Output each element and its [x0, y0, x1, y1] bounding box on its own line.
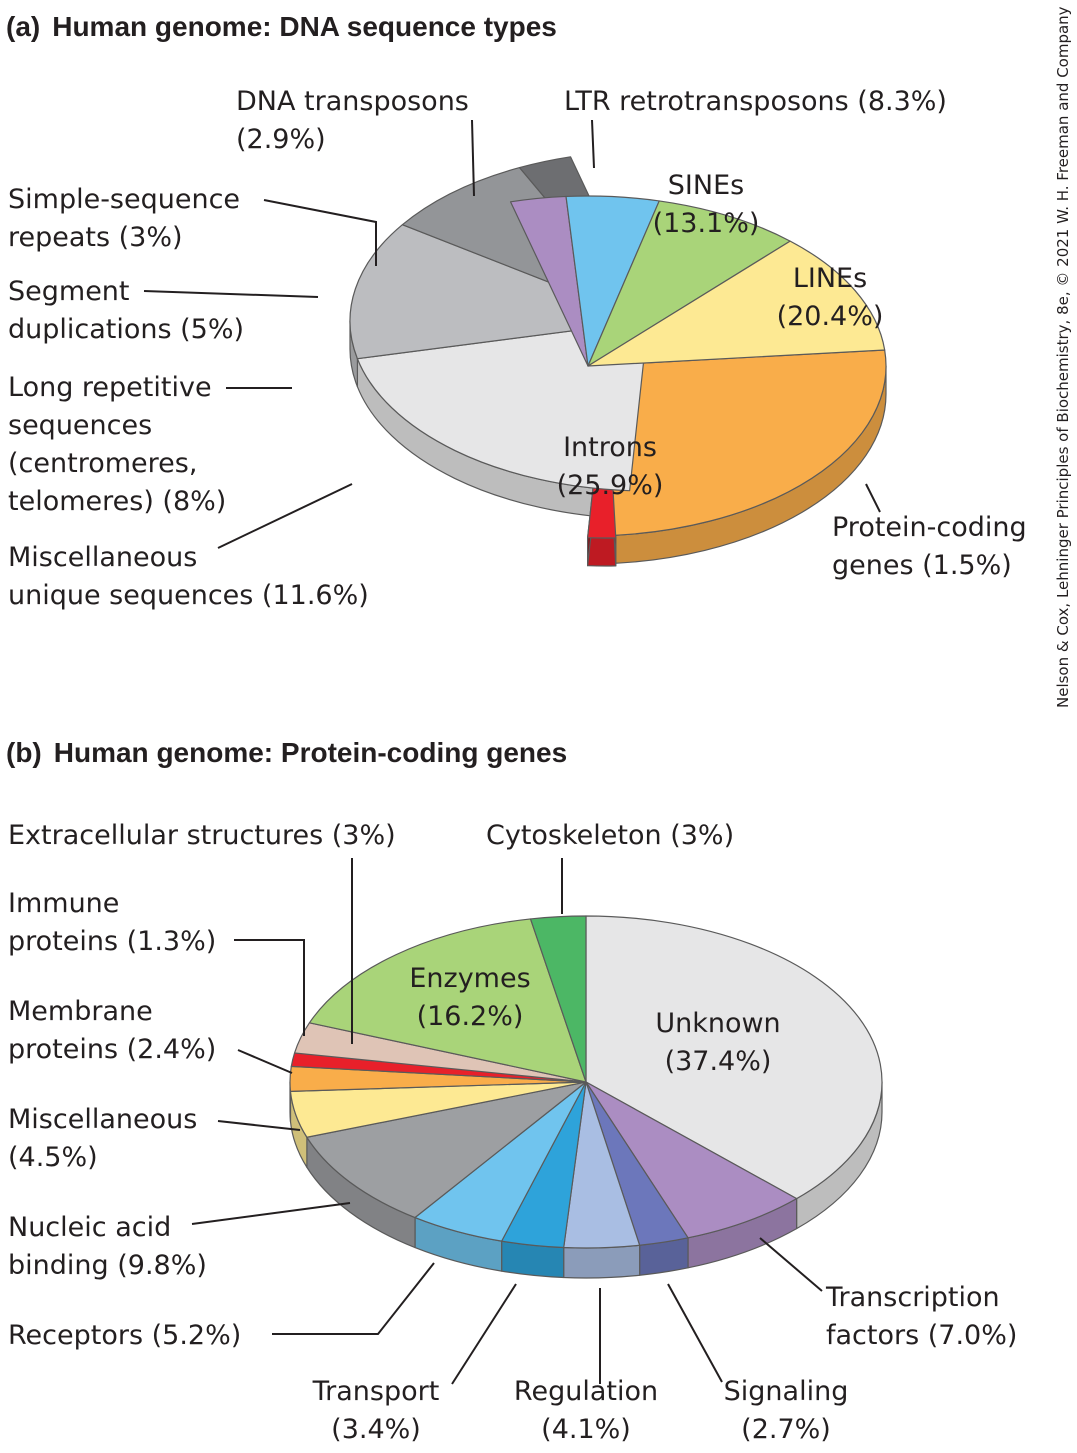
label-introns: Introns (25.9%) [557, 432, 664, 501]
slice-unknown [585, 915, 883, 1200]
label-extracellular-structures: Extracellular structures (3%) [8, 820, 396, 851]
leader-signaling [667, 1283, 723, 1383]
leader-receptors [272, 1262, 435, 1335]
leader-ltr-retrotransposons [591, 119, 595, 169]
leader-simple-sequence-repeats [263, 199, 377, 266]
leader-miscellaneous [217, 1120, 301, 1131]
leader-dna-transposons [471, 119, 475, 197]
slice-miscellaneous-unique-sequences [587, 240, 886, 367]
pie-slices [289, 915, 883, 1249]
leader-segment-duplications [143, 290, 319, 298]
slice-enzymes [308, 918, 587, 1083]
label-transcription-factors: Transcription factors (7.0%) [825, 1282, 1017, 1351]
label-nucleic-acid-binding: Nucleic acid binding (9.8%) [8, 1212, 207, 1281]
rim-protein-coding-genes [587, 537, 617, 567]
leader-transcription-factors [759, 1237, 823, 1292]
label-protein-coding-genes: Protein-coding genes (1.5%) [832, 512, 1027, 581]
label-ltr-retrotransposons: LTR retrotransposons (8.3%) [564, 86, 947, 117]
slice-nucleic-acid-binding [306, 1081, 587, 1219]
pie-slices [349, 156, 887, 539]
label-segment-duplications: Segment duplications (5%) [8, 276, 244, 345]
leader-miscellaneous-unique-sequences [217, 483, 353, 549]
label-receptors: Receptors (5.2%) [8, 1320, 241, 1351]
label-dna-transposons: DNA transposons (2.9%) [236, 86, 469, 155]
label-sines: SINEs (13.1%) [653, 170, 760, 239]
leader-lines [143, 119, 881, 1385]
pie-rim [289, 1081, 883, 1279]
pie-chart-protein-coding-genes [289, 915, 883, 1279]
slice-labels: DNA transposons (2.9%) LTR retrotransposon… [8, 86, 1027, 1445]
copyright-credit: Nelson & Cox, Lehninger Principles of Bi… [1054, 6, 1072, 708]
panel-b-title: (b) Human genome: Protein-coding genes [6, 737, 567, 768]
leader-nucleic-acid-binding [191, 1202, 351, 1225]
label-immune-proteins: Immune proteins (1.3%) [8, 888, 216, 957]
label-membrane-proteins: Membrane proteins (2.4%) [8, 996, 216, 1065]
label-long-repetitive-sequences-centromeres-telomeres: Long repetitive sequences (centromeres, tel… [8, 372, 226, 517]
label-enzymes: Enzymes (16.2%) [409, 963, 530, 1032]
label-cytoskeleton: Cytoskeleton (3%) [486, 820, 734, 851]
label-miscellaneous-unique-sequences: Miscellaneous unique sequences (11.6%) [8, 542, 369, 611]
label-simple-sequence-repeats: Simple-sequence repeats (3%) [8, 184, 240, 253]
leader-protein-coding-genes [865, 483, 881, 513]
label-miscellaneous: Miscellaneous (4.5%) [8, 1104, 197, 1173]
pie-chart-dna-sequence-types [349, 156, 887, 567]
leader-immune-proteins [234, 939, 305, 1036]
slice-cytoskeleton [529, 915, 587, 1083]
label-transport: Transport (3.4%) [312, 1376, 440, 1445]
slice-lines [356, 320, 649, 492]
slice-transcription-factors [585, 1081, 798, 1239]
label-unknown: Unknown (37.4%) [655, 1008, 780, 1077]
label-regulation: Regulation (4.1%) [514, 1376, 658, 1445]
leader-transport [451, 1283, 517, 1385]
label-lines: LINEs (20.4%) [777, 263, 884, 332]
panel-a-title: (a) Human genome: DNA sequence types [6, 11, 557, 42]
slice-long-repetitive-sequences-centromeres-telomeres [587, 200, 791, 367]
label-signaling: Signaling (2.7%) [724, 1376, 849, 1445]
rim-regulation [563, 1244, 641, 1279]
slice-introns [587, 349, 887, 537]
leader-membrane-proteins [237, 1049, 293, 1074]
